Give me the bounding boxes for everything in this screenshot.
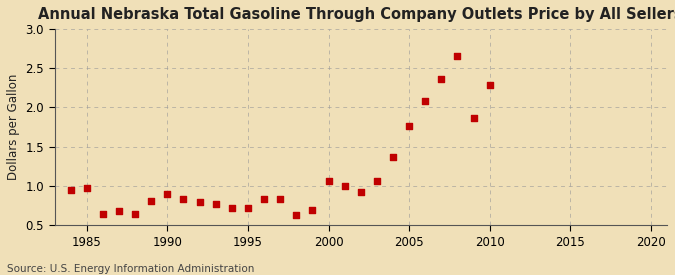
Point [452, 54, 463, 58]
Point [130, 211, 140, 216]
Point [387, 155, 398, 159]
Point [468, 116, 479, 120]
Point [82, 186, 92, 191]
Point [146, 199, 157, 203]
Point [404, 124, 414, 128]
Title: Annual Nebraska Total Gasoline Through Company Outlets Price by All Sellers: Annual Nebraska Total Gasoline Through C… [38, 7, 675, 22]
Point [259, 197, 269, 202]
Point [420, 99, 431, 103]
Point [113, 209, 124, 213]
Point [484, 82, 495, 87]
Point [178, 197, 189, 202]
Point [242, 206, 253, 210]
Point [436, 77, 447, 81]
Point [65, 188, 76, 192]
Point [226, 206, 237, 210]
Point [291, 213, 302, 217]
Point [162, 192, 173, 196]
Point [307, 207, 318, 212]
Text: Source: U.S. Energy Information Administration: Source: U.S. Energy Information Administ… [7, 264, 254, 274]
Point [211, 202, 221, 206]
Y-axis label: Dollars per Gallon: Dollars per Gallon [7, 74, 20, 180]
Point [323, 179, 334, 183]
Point [194, 200, 205, 204]
Point [97, 211, 108, 216]
Point [371, 178, 382, 183]
Point [275, 197, 286, 202]
Point [355, 189, 366, 194]
Point [340, 184, 350, 188]
